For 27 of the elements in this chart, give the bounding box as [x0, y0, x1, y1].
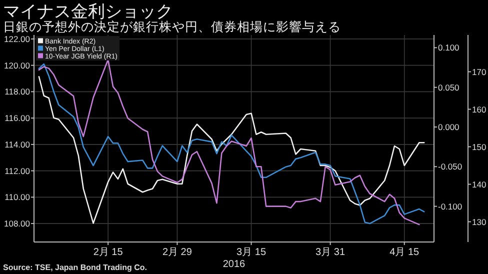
y-tick-label: 112.00: [4, 166, 30, 176]
y3-tick-label: 150: [472, 142, 486, 152]
y-tick-label: 110.00: [4, 192, 30, 202]
chart-subtitle: 日銀の予想外の決定が銀行株や円、債券相場に影響与える: [3, 20, 341, 34]
y3-tick-label: 130: [472, 216, 486, 227]
y2-tick-label: -0.100: [438, 201, 462, 212]
y3-tick-label: 170: [472, 66, 486, 77]
y-tick-label: 120.00: [4, 60, 30, 70]
x-axis-title: 2016: [222, 259, 246, 270]
y2-tick-label: 0.050: [438, 82, 460, 92]
x-tick-label: 4月 15: [390, 247, 420, 258]
y2-tick-label: -0.050: [438, 162, 462, 172]
y2-tick-label: 0.000: [438, 122, 460, 132]
chart-title: マイナス金利ショック: [3, 2, 173, 21]
y-tick-label: 118.00: [4, 86, 30, 97]
y-tick-label: 116.00: [4, 113, 30, 124]
y-tick-label: 114.00: [4, 139, 30, 150]
x-tick-label: 3月 15: [236, 247, 266, 258]
source-note: Source: TSE, Japan Bond Trading Co.: [3, 263, 148, 272]
x-tick-label: 3月 31: [316, 247, 346, 258]
y-tick-label: 108.00: [4, 218, 30, 229]
y3-tick-label: 160: [472, 104, 486, 114]
y-tick-label: 122.00: [4, 34, 30, 44]
x-tick-label: 2月 29: [162, 247, 192, 258]
y3-tick-label: 140: [472, 179, 486, 190]
x-tick-label: 2月 15: [93, 247, 124, 258]
y2-tick-label: 0.100: [438, 42, 460, 53]
